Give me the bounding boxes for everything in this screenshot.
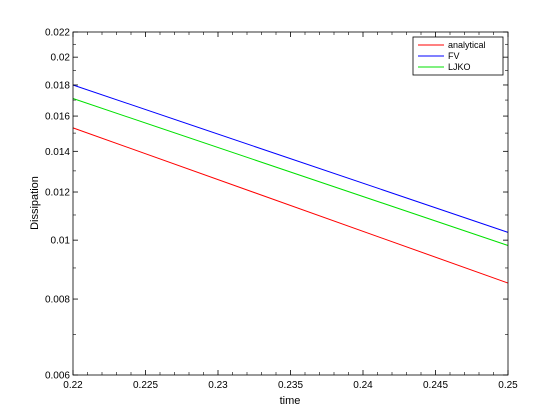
legend-label-analytical: analytical: [448, 40, 486, 50]
series-layer: [72, 84, 509, 284]
x-tick-label: 0.22: [63, 380, 83, 391]
x-tick-label: 0.23: [208, 380, 228, 391]
legend-label-fv: FV: [448, 51, 460, 61]
y-tick-label: 0.01: [51, 236, 71, 247]
series-line-analytical: [72, 127, 509, 284]
x-axis-title: time: [280, 395, 301, 407]
y-tick-label: 0.022: [45, 28, 70, 39]
y-tick-label: 0.012: [45, 188, 70, 199]
x-tick-label: 0.24: [353, 380, 373, 391]
y-tick-label: 0.014: [45, 147, 70, 158]
y-tick-label: 0.008: [45, 295, 70, 306]
ticks-layer: 0.22 0.225 0.23 0.235 0.24 0.245 0.25 0.006 0.00…: [45, 28, 518, 392]
series-line-fv: [72, 84, 509, 233]
plot-frame: [72, 31, 509, 376]
series-line-ljko: [72, 98, 509, 246]
x-tick-label: 0.225: [133, 380, 158, 391]
x-tick-label: 0.25: [498, 380, 518, 391]
y-axis-title: Dissipation: [29, 176, 41, 230]
y-tick-label: 0.016: [45, 112, 70, 123]
x-tick-label: 0.245: [423, 380, 448, 391]
x-tick-label: 0.235: [278, 380, 303, 391]
y-tick-label: 0.006: [45, 371, 70, 382]
plot-area: [73, 32, 508, 375]
legend-label-ljko: LJKO: [448, 62, 471, 72]
y-tick-label: 0.018: [45, 80, 70, 91]
y-tick-label: 0.02: [51, 53, 71, 64]
